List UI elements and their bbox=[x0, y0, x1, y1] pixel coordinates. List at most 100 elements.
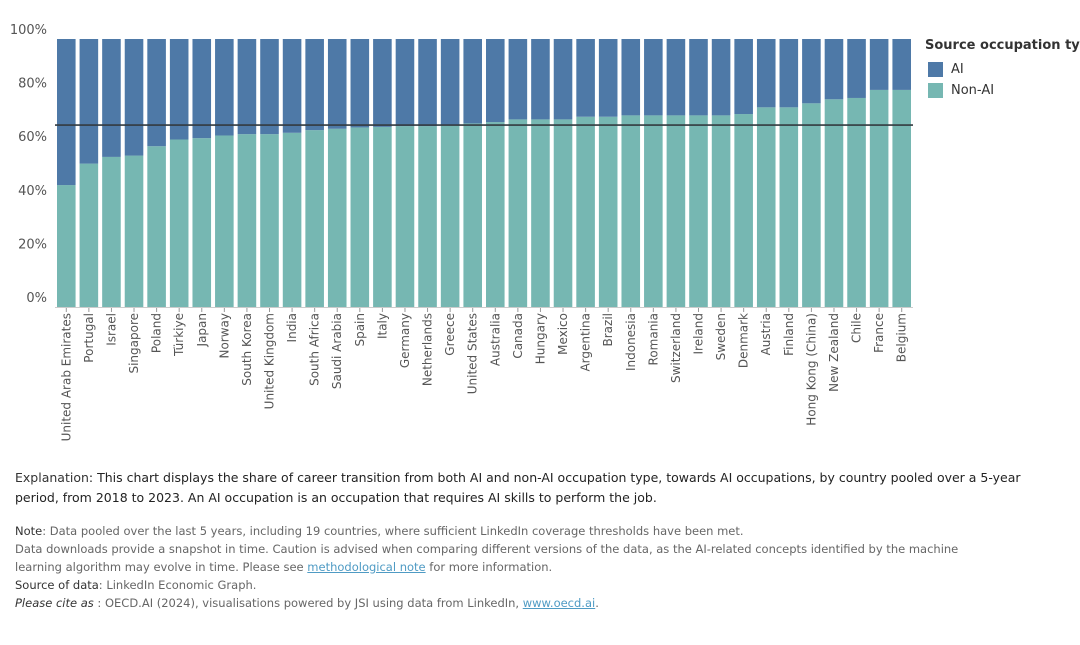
cite-text: : OECD.AI (2024), visualisations powered… bbox=[93, 596, 523, 610]
bar-non-ai-spain bbox=[350, 127, 370, 307]
bar-ai-poland bbox=[147, 39, 166, 147]
methodological-note-link[interactable]: methodological note bbox=[307, 560, 426, 574]
bar-ai-israel bbox=[102, 39, 121, 157]
legend-swatch-non-ai bbox=[928, 82, 943, 98]
x-tick-label: Greece bbox=[443, 313, 457, 356]
bar-non-ai-netherlands bbox=[418, 126, 437, 307]
legend-title: Source occupation type bbox=[925, 38, 1080, 53]
bar-ai-singapore bbox=[124, 39, 144, 156]
x-tick-label: Indonesia bbox=[624, 313, 638, 371]
bar-ai-finland bbox=[779, 39, 799, 108]
oecd-ai-link[interactable]: www.oecd.ai bbox=[522, 596, 596, 610]
x-tick-label: Belgium bbox=[895, 313, 909, 362]
y-tick-label: 0% bbox=[26, 291, 47, 306]
x-tick-label: India bbox=[285, 313, 299, 342]
bar-ai-netherlands bbox=[418, 39, 437, 127]
chart-area: 0% 20% 40% 60% 80% 100% United Arab Emirates Po… bbox=[10, 23, 913, 441]
cite-end: . bbox=[595, 596, 599, 610]
bar-ai-united-states bbox=[463, 39, 482, 124]
x-tick-label: Sweden bbox=[714, 313, 728, 360]
bar-non-ai-t-rkiye bbox=[169, 139, 189, 307]
legend-item-ai[interactable]: AI bbox=[925, 59, 1075, 79]
note-text: : Data pooled over the last 5 years, inc… bbox=[42, 524, 744, 538]
bar-ai-mexico bbox=[553, 39, 573, 120]
bar-ai-austria bbox=[756, 39, 776, 108]
bar-non-ai-new-zealand bbox=[824, 99, 844, 307]
x-tick-label: Italy bbox=[375, 313, 389, 339]
bar-non-ai-australia bbox=[486, 122, 505, 307]
y-tick-label: 60% bbox=[18, 130, 47, 145]
bar-ai-japan bbox=[192, 39, 212, 139]
bar-ai-india bbox=[282, 39, 302, 133]
cite-label: Please cite as bbox=[15, 596, 94, 610]
x-tick-label: Brazil bbox=[601, 313, 615, 347]
bar-non-ai-south-africa bbox=[305, 130, 324, 307]
y-tick-label: 40% bbox=[18, 184, 47, 199]
bar-non-ai-united-states bbox=[463, 123, 482, 307]
legend-item-non-ai[interactable]: Non-AI bbox=[925, 80, 1075, 100]
x-tick-label: Hungary bbox=[533, 313, 547, 364]
x-tick-label: Austria bbox=[759, 313, 773, 355]
bar-ai-new-zealand bbox=[824, 39, 844, 100]
bar-ai-south-korea bbox=[237, 39, 257, 135]
bar-non-ai-united-arab-emirates bbox=[57, 185, 76, 307]
bar-non-ai-brazil bbox=[598, 116, 618, 307]
stacked-bar-chart: 0% 20% 40% 60% 80% 100% United Arab Emirates Po… bbox=[10, 23, 913, 441]
x-tick-label: United Arab Emirates bbox=[59, 313, 73, 441]
bar-non-ai-germany bbox=[395, 126, 415, 307]
downloads-line-2: learning algorithm may evolve in time. P… bbox=[15, 558, 1065, 576]
bar-ai-norway bbox=[215, 39, 234, 136]
bar-ai-switzerland bbox=[666, 39, 686, 116]
x-tick-label: South Africa bbox=[308, 313, 322, 386]
x-tick-label: Argentina bbox=[579, 313, 593, 372]
x-tick-label: Romania bbox=[646, 313, 660, 365]
bar-non-ai-india bbox=[282, 132, 302, 307]
cite-line: Please cite as : OECD.AI (2024), visuali… bbox=[15, 594, 1065, 612]
source-text: : LinkedIn Economic Graph. bbox=[98, 578, 257, 592]
bar-ai-spain bbox=[350, 39, 370, 128]
source-line: Source of data: LinkedIn Economic Graph. bbox=[15, 576, 1065, 594]
bar-ai-sweden bbox=[711, 39, 731, 116]
bar-non-ai-mexico bbox=[553, 119, 573, 308]
bar-non-ai-indonesia bbox=[621, 115, 641, 307]
bar-non-ai-saudi-arabia bbox=[327, 128, 347, 307]
y-tick-label: 20% bbox=[18, 237, 47, 252]
legend-label-non-ai: Non-AI bbox=[951, 82, 995, 98]
bar-ai-indonesia bbox=[621, 39, 641, 116]
bar-non-ai-canada bbox=[508, 119, 528, 308]
bar-non-ai-denmark bbox=[734, 114, 753, 307]
bar-ai-denmark bbox=[734, 39, 753, 115]
x-tick-label: Canada bbox=[511, 313, 525, 359]
x-tick-label: Switzerland bbox=[669, 313, 683, 383]
bar-non-ai-sweden bbox=[711, 115, 731, 307]
bar-non-ai-singapore bbox=[124, 155, 144, 307]
bar-ai-belgium bbox=[892, 39, 911, 90]
bar-ai-saudi-arabia bbox=[327, 39, 347, 129]
legend-swatch-ai bbox=[928, 61, 943, 77]
bar-ai-united-arab-emirates bbox=[57, 39, 76, 186]
bar-ai-germany bbox=[395, 39, 415, 127]
bar-ai-united-kingdom bbox=[260, 39, 279, 135]
note-label: Note bbox=[15, 524, 43, 538]
x-tick-label: Norway bbox=[217, 313, 231, 359]
bar-non-ai-hungary bbox=[531, 119, 550, 308]
bar-non-ai-france bbox=[869, 89, 889, 307]
x-tick-label: Spain bbox=[353, 313, 367, 347]
bar-ai-ireland bbox=[689, 39, 708, 116]
bar-ai-romania bbox=[644, 39, 663, 116]
x-tick-label: New Zealand bbox=[827, 313, 841, 392]
y-tick-label: 80% bbox=[18, 77, 47, 92]
bar-ai-italy bbox=[373, 39, 392, 127]
bar-non-ai-portugal bbox=[79, 163, 99, 307]
x-tick-label: Singapore bbox=[127, 313, 141, 374]
bar-ai-australia bbox=[486, 39, 505, 123]
bar-non-ai-belgium bbox=[892, 89, 911, 307]
x-tick-label: Denmark bbox=[737, 313, 751, 368]
bar-non-ai-finland bbox=[779, 107, 799, 307]
bar-non-ai-israel bbox=[102, 156, 121, 307]
bar-ai-portugal bbox=[79, 39, 99, 164]
x-tick-label: Mexico bbox=[556, 313, 570, 355]
bar-non-ai-hong-kong-china- bbox=[802, 103, 821, 307]
legend: Source occupation type AI Non-AI bbox=[925, 38, 1080, 101]
x-tick-label: Netherlands bbox=[421, 313, 435, 386]
